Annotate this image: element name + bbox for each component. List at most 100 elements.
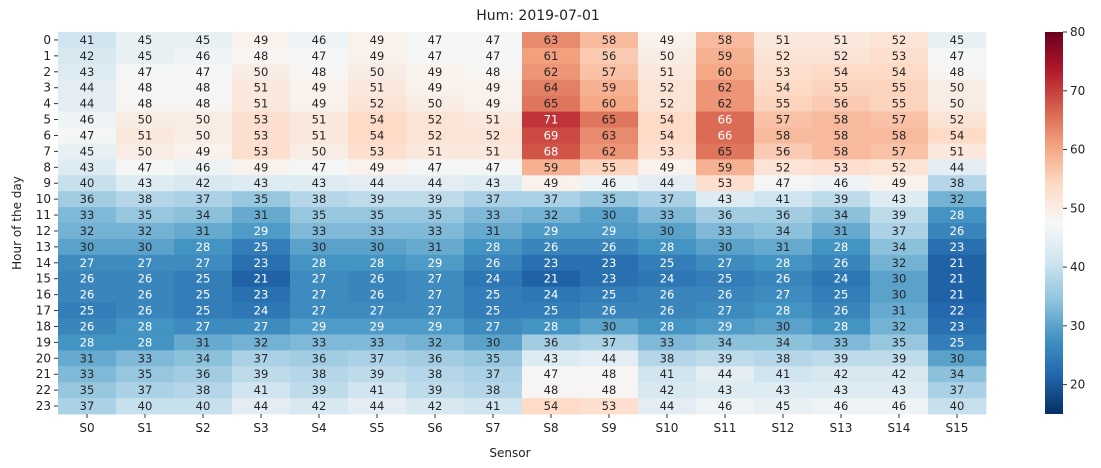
heatmap-cell [348,238,407,256]
cell-value-label: 49 [544,176,559,190]
cell-value-label: 53 [776,65,791,79]
cell-value-label: 36 [718,208,733,222]
cell-value-label: 44 [254,399,269,413]
cell-value-label: 44 [718,367,733,381]
heatmap-cell [696,223,755,240]
cell-value-label: 29 [602,224,617,238]
cell-value-label: 47 [950,49,965,63]
cell-value-label: 26 [486,256,501,270]
heatmap-cell [928,286,987,303]
heatmap-cell [580,270,639,288]
cell-value-label: 33 [138,351,153,365]
cell-value-label: 23 [950,319,965,333]
cell-value-label: 39 [428,192,443,206]
cell-value-label: 58 [776,128,791,142]
cell-value-label: 36 [80,192,95,206]
cell-value-label: 47 [138,65,153,79]
heatmap-cell [696,366,755,383]
cell-value-label: 32 [950,192,965,206]
x-tick-label: S7 [485,421,500,435]
cell-value-label: 37 [254,351,269,365]
cell-value-label: 38 [776,351,791,365]
cell-value-label: 46 [602,176,617,190]
x-tick-label: S4 [311,421,326,435]
cell-value-label: 43 [834,383,849,397]
heatmap-cell [870,302,929,319]
heatmap-cell [696,270,755,288]
heatmap-cell [580,79,639,97]
cell-value-label: 58 [834,113,849,127]
cell-value-label: 48 [138,81,153,95]
cell-value-label: 47 [312,160,327,174]
cell-value-label: 53 [254,144,269,158]
cell-value-label: 52 [660,81,675,95]
heatmap-cell [870,159,929,176]
heatmap-cell [812,79,871,97]
heatmap-cell [696,398,755,415]
heatmap-cell [348,286,407,303]
heatmap-cell [754,286,813,303]
heatmap-cell [696,302,755,319]
cell-value-label: 27 [138,256,153,270]
x-tick-label: S11 [714,421,737,435]
heatmap-cell [348,63,407,81]
heatmap-cell [522,79,581,97]
cell-value-label: 26 [776,272,791,286]
cell-value-label: 49 [660,160,675,174]
cell-value-label: 26 [80,272,95,286]
heatmap-cell [928,47,987,65]
cell-value-label: 52 [428,113,443,127]
cell-value-label: 48 [254,49,269,63]
cell-value-label: 39 [370,367,385,381]
heatmap-cell [348,95,407,112]
cell-value-label: 66 [718,113,733,127]
heatmap-cell [754,207,813,224]
cell-value-label: 57 [892,113,907,127]
heatmap-cell [290,159,349,176]
cell-value-label: 32 [138,224,153,238]
cell-value-label: 23 [254,288,269,302]
cell-value-label: 55 [892,81,907,95]
heatmap-cell [754,79,813,97]
heatmap-cell [116,47,175,65]
heatmap-cell [406,254,465,272]
cell-value-label: 51 [312,128,327,142]
cell-value-label: 28 [138,319,153,333]
y-tick-label: 9 [43,176,51,190]
cell-value-label: 41 [370,383,385,397]
heatmap-cell [464,286,523,303]
heatmap-cell [58,366,117,383]
heatmap-cell [580,366,639,383]
cell-value-label: 25 [196,288,211,302]
heatmap-cell [696,47,755,65]
cell-value-label: 52 [834,49,849,63]
cell-value-label: 50 [950,81,965,95]
heatmap-cell [870,238,929,256]
heatmap-cell [870,270,929,288]
y-tick-label: 11 [36,208,51,222]
heatmap-cell [812,175,871,192]
cell-value-label: 30 [892,288,907,302]
y-tick-label: 19 [36,335,51,349]
heatmap-cell [348,382,407,399]
heatmap-cell [928,398,987,415]
cell-value-label: 23 [602,272,617,286]
heatmap-cell [580,175,639,192]
cell-value-label: 29 [718,319,733,333]
heatmap-cell [580,350,639,367]
cell-value-label: 38 [196,383,211,397]
cell-value-label: 40 [950,399,965,413]
heatmap-cell [812,111,871,128]
heatmap-cell [696,334,755,351]
cell-value-label: 52 [370,97,385,111]
heatmap-cell [116,350,175,367]
cell-value-label: 27 [254,319,269,333]
cell-value-label: 37 [80,399,95,413]
cell-value-label: 24 [544,288,559,302]
heatmap-cell [348,175,407,192]
cell-value-label: 49 [254,160,269,174]
cell-value-label: 48 [196,81,211,95]
heatmap-cell [580,111,639,128]
heatmap-cell [522,254,581,272]
